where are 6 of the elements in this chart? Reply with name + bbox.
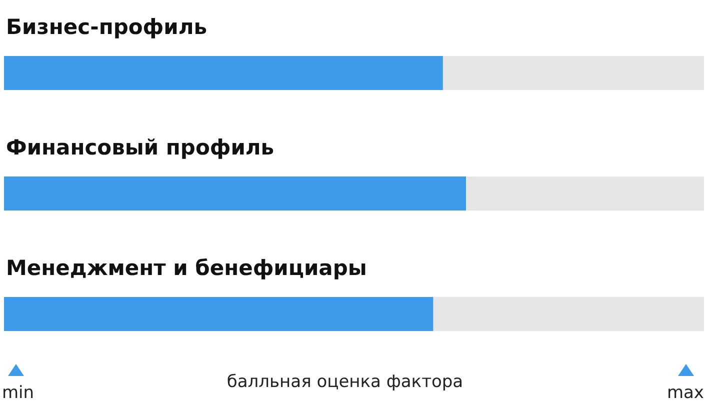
y-tick-label: Финансовый профиль: [6, 136, 274, 160]
x-axis-title: балльная оценка фактора: [226, 372, 464, 392]
y-tick-label: Бизнес-профиль: [6, 15, 208, 39]
y-tick-label: Менеджмент и бенефициары: [6, 256, 367, 280]
text: min: [2, 383, 34, 403]
text: max: [666, 383, 704, 403]
